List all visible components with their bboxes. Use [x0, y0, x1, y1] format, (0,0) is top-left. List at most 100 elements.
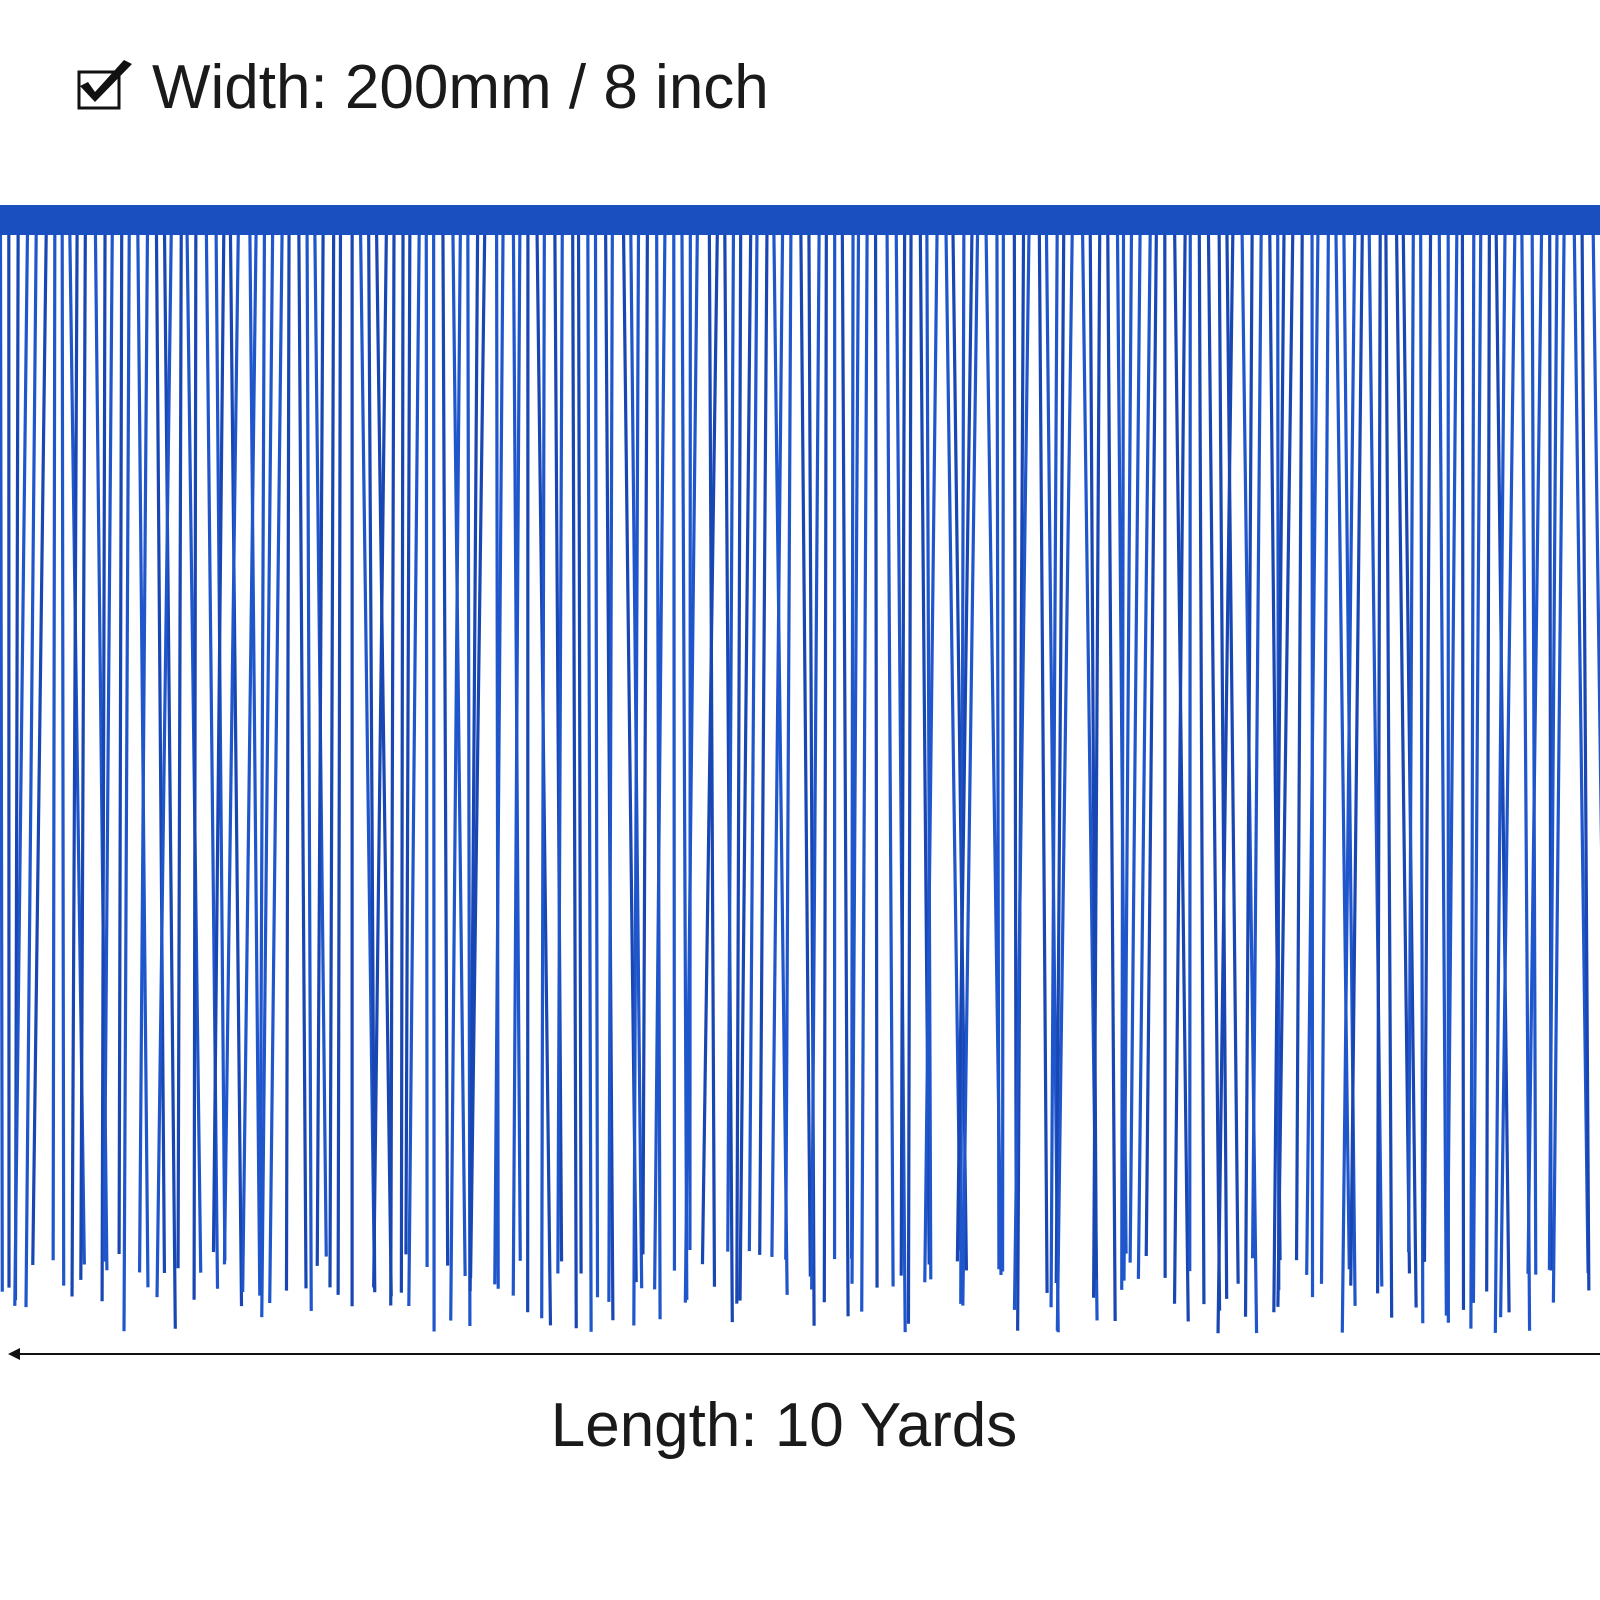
- fringe-strand: [122, 229, 131, 1332]
- fringe-strand: [117, 229, 124, 1255]
- fringe-strand: [1367, 229, 1384, 1287]
- fringe-strand: [906, 229, 913, 1324]
- fringe-strand: [389, 229, 396, 1306]
- fringe-strand: [222, 229, 240, 1265]
- fringe-strand: [449, 229, 462, 1321]
- fringe-strand: [1407, 229, 1415, 1253]
- arrow-head: [8, 1348, 20, 1360]
- fringe-strand: [493, 229, 505, 1285]
- fringe-strand: [961, 229, 980, 1306]
- fringe-strand: [925, 229, 933, 1280]
- fringe-strand: [155, 229, 173, 1298]
- checkmark: [80, 60, 132, 102]
- fringe-band: [0, 205, 1600, 235]
- fringe-strand: [1012, 229, 1031, 1310]
- fringe-strand: [1128, 229, 1142, 1263]
- fringe-strand: [923, 229, 939, 1283]
- fringe-strand: [1493, 229, 1507, 1333]
- fringe-strand: [336, 229, 343, 1295]
- fringe-strand: [1136, 229, 1152, 1279]
- fringe-strand: [840, 229, 850, 1317]
- fringe-strand: [51, 229, 57, 1261]
- fringe-strand: [451, 229, 467, 1276]
- fringe-strand: [1551, 229, 1566, 1303]
- fringe-strand: [1376, 229, 1382, 1294]
- fringe-strand: [726, 229, 736, 1252]
- fringe-strand: [1144, 229, 1158, 1257]
- fringe-strand: [1250, 229, 1263, 1259]
- fringe-strand: [31, 229, 48, 1265]
- fringe-strand: [607, 229, 614, 1302]
- fringe-strand: [1294, 229, 1304, 1261]
- fringe-strand: [1243, 229, 1254, 1317]
- length-label: Length: 10 Yards: [551, 1391, 1018, 1460]
- fringe-strand: [1580, 229, 1591, 1291]
- fringe-strand: [468, 229, 487, 1279]
- fringe-strand: [873, 229, 879, 1288]
- fringe-strand: [1037, 229, 1049, 1293]
- fringe-strand: [1445, 229, 1459, 1299]
- fringe-strand: [1437, 229, 1448, 1316]
- fringe-strand: [0, 229, 4, 1292]
- fringe-strand: [137, 229, 150, 1273]
- fringe-strand: [315, 229, 325, 1266]
- fringe-strand: [1349, 229, 1364, 1286]
- fringe-strand: [540, 229, 546, 1319]
- fringe-strand: [79, 229, 87, 1280]
- fringe-strand: [1469, 229, 1476, 1329]
- fringe-strand: [1054, 229, 1066, 1283]
- fringe-strand: [1276, 229, 1295, 1307]
- fringe-strand: [1547, 229, 1559, 1270]
- fringe-strand: [374, 229, 393, 1297]
- length-arrow: [8, 1348, 1600, 1360]
- fringe-strand: [1460, 229, 1466, 1310]
- fringe-strand: [735, 229, 743, 1304]
- fringe-strand: [1419, 229, 1425, 1324]
- fringe-strand: [13, 229, 30, 1306]
- fringe-strand: [700, 229, 719, 1265]
- fringe-strand: [576, 229, 583, 1274]
- fringe-strand: [586, 229, 593, 1332]
- fringe-strand: [1055, 229, 1074, 1331]
- fringe-strand: [404, 229, 412, 1255]
- fringe-strand: [372, 229, 388, 1288]
- fringe-strand: [1092, 229, 1102, 1298]
- fringe-strand: [258, 229, 267, 1256]
- fringe-strand: [1188, 229, 1192, 1272]
- fringe-strand: [571, 229, 578, 1329]
- fringe-strand: [1172, 229, 1187, 1304]
- fringe-strand: [959, 229, 966, 1304]
- fringe-strand: [367, 229, 377, 1293]
- fringe-strand: [553, 229, 564, 1262]
- fringe-strand: [955, 229, 974, 1262]
- fringe-strand: [297, 229, 308, 1289]
- fringe-strand: [672, 229, 677, 1271]
- fringe-strand: [707, 229, 717, 1287]
- fringe-strand: [1217, 229, 1229, 1299]
- fringe-strand: [102, 229, 114, 1262]
- fringe-strand: [1216, 229, 1235, 1334]
- fringe-strand: [1122, 229, 1134, 1281]
- fringe-strand: [328, 229, 336, 1288]
- fringe-strand: [632, 229, 641, 1326]
- fringe-strand: [248, 229, 262, 1296]
- fringe-strand: [424, 229, 429, 1268]
- fringe-strand: [1120, 229, 1126, 1290]
- fringe: [0, 229, 1600, 1334]
- fringe-strand: [1049, 229, 1059, 1308]
- fringe-strand: [1340, 229, 1357, 1333]
- fringe-strand: [214, 229, 227, 1261]
- fringe-strand: [593, 229, 600, 1298]
- fringe-strand: [228, 229, 244, 1307]
- fringe-strand: [211, 229, 226, 1253]
- fringe-strand: [260, 229, 275, 1318]
- fringe-strand: [441, 229, 450, 1266]
- fringe-strand: [723, 229, 734, 1323]
- checkbox-box: [77, 70, 121, 110]
- fringe-strand: [1526, 229, 1544, 1274]
- fringe-strand: [770, 229, 785, 1257]
- fringe-strand: [683, 229, 699, 1303]
- checkbox-icon: [77, 60, 132, 110]
